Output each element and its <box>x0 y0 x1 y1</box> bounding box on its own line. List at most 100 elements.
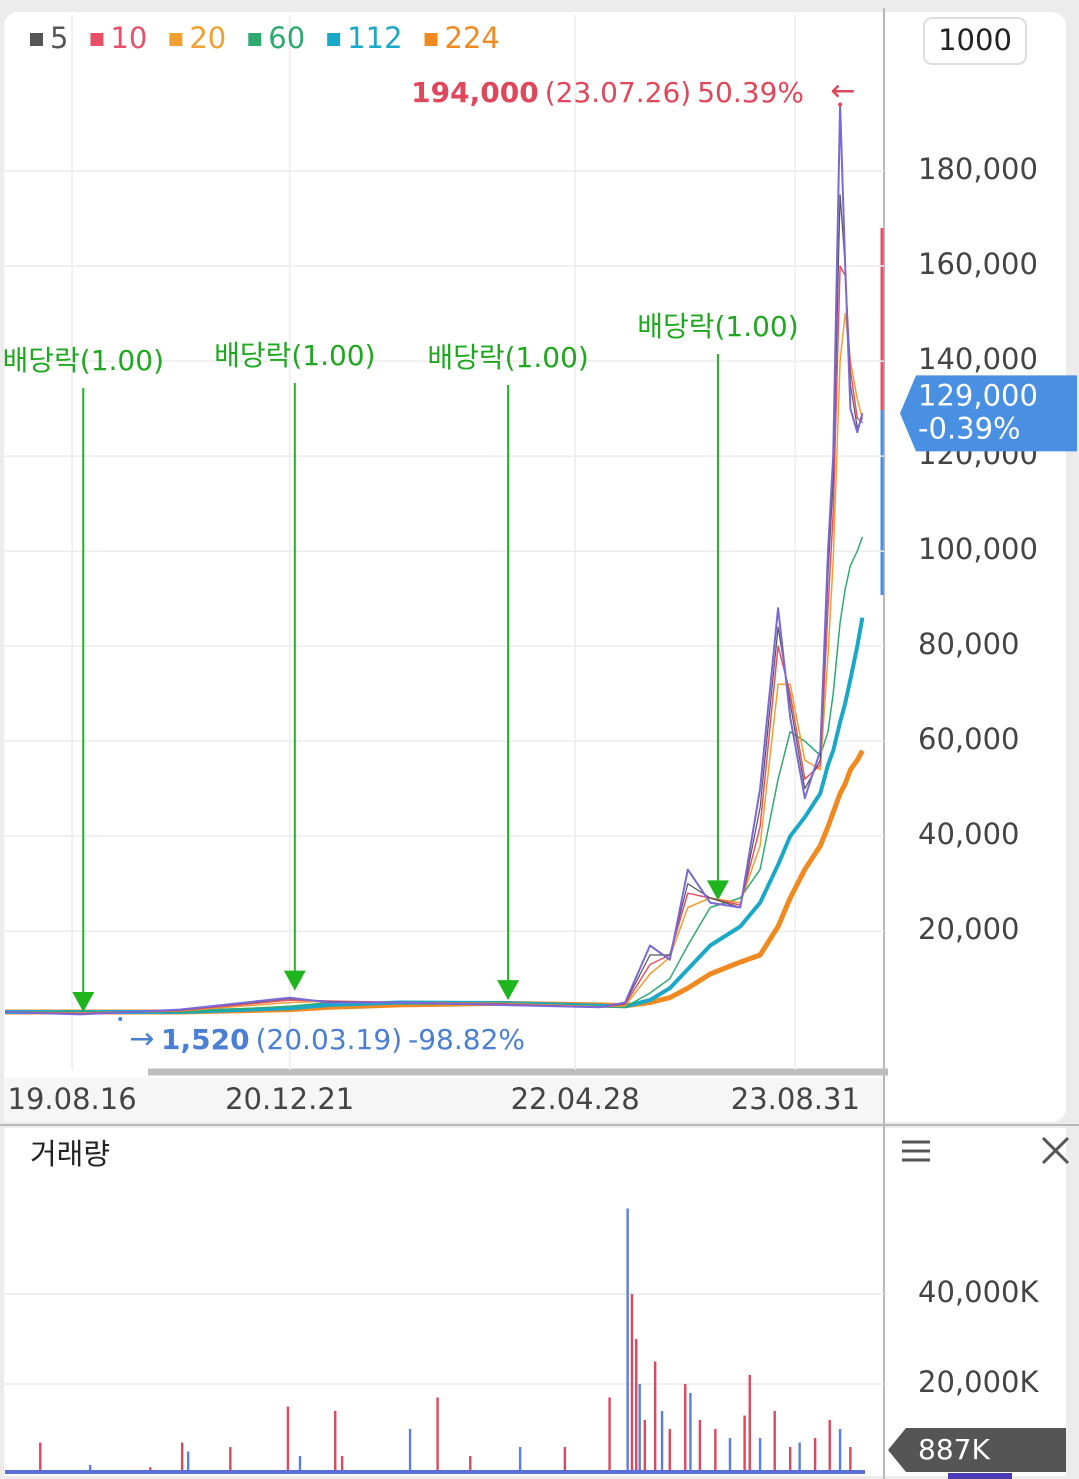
max-date: (23.07.26) <box>545 76 692 109</box>
x-tick-label: 23.08.31 <box>731 1082 860 1116</box>
current-change: -0.39% <box>918 411 1021 445</box>
volume-bar <box>798 1442 801 1474</box>
volume-bar <box>408 1429 412 1474</box>
y-tick-label: 40,000K <box>918 1275 1039 1309</box>
ma-line <box>5 749 865 1015</box>
volume-close[interactable] <box>1041 1136 1070 1165</box>
legend-label: 60 <box>268 21 305 55</box>
volume-bar <box>698 1420 702 1474</box>
annotation-head <box>72 991 95 1012</box>
legend-label: 112 <box>347 21 402 55</box>
max-value-label: 194,000 <box>411 76 539 109</box>
legend-swatch <box>90 33 104 46</box>
y-tick-label: 20,000 <box>918 912 1019 946</box>
current-volume: 887K <box>918 1433 990 1466</box>
volume-bar <box>714 1429 717 1474</box>
volume-bar <box>229 1447 232 1474</box>
y-tick-label: 160,000 <box>918 247 1038 281</box>
min-change: -98.82% <box>408 1023 525 1056</box>
volume-bar <box>626 1208 629 1474</box>
legend-swatch <box>327 33 341 46</box>
volume-bar <box>743 1415 746 1474</box>
price-chart: 20,00040,00060,00080,000100,000120,00014… <box>0 15 1077 1116</box>
volume-bar <box>748 1375 751 1474</box>
volume-bar <box>689 1393 692 1474</box>
volume-bar <box>638 1384 641 1474</box>
price-line <box>4 103 864 1016</box>
ma-line <box>5 617 865 1014</box>
volume-bar <box>286 1406 290 1474</box>
volume-bar <box>728 1438 732 1474</box>
volume-bar <box>186 1451 190 1474</box>
volume-bar <box>630 1294 634 1474</box>
annotation-label: 배당락(1.00) <box>637 310 798 343</box>
volume-bar <box>436 1397 439 1474</box>
volume-bar <box>773 1411 776 1474</box>
y-tick-label: 60,000 <box>918 722 1019 756</box>
volume-bar <box>298 1456 302 1474</box>
max-change: 50.39% <box>697 76 804 109</box>
x-tick-label: 22.04.28 <box>511 1082 640 1116</box>
legend-swatch <box>424 33 438 46</box>
volume-bar <box>849 1447 852 1474</box>
min-value-label: 1,520 <box>161 1023 250 1056</box>
volume-bar <box>660 1411 664 1474</box>
y-tick-label: 140,000 <box>918 342 1038 376</box>
annotation-label: 배당락(1.00) <box>427 341 588 374</box>
volume-bar <box>340 1456 344 1474</box>
annotation-label: 배당락(1.00) <box>3 344 164 377</box>
annotation-head <box>706 880 729 901</box>
max-label: 194,000 (23.07.26) 50.39% <box>411 76 804 109</box>
x-axis-band <box>4 1078 884 1122</box>
volume-bar <box>758 1438 762 1474</box>
legend-swatch <box>169 33 183 46</box>
legend-label: 5 <box>50 21 68 55</box>
volume-panel <box>4 1128 1066 1476</box>
current-price: 129,000 <box>918 378 1038 412</box>
y-tick-label: 100,000 <box>918 532 1038 566</box>
volume-bar <box>813 1438 817 1474</box>
legend-swatch <box>248 33 262 46</box>
min-label: 1,520 (20.03.19) -98.82% <box>161 1023 525 1056</box>
current-volume-tag <box>888 1428 1066 1472</box>
annotation-label: 배당락(1.00) <box>214 339 375 372</box>
legend-label: 10 <box>110 21 147 55</box>
legend-label: 20 <box>189 21 226 55</box>
price-panel <box>4 12 1066 1122</box>
y-tick-label: 40,000 <box>918 817 1019 851</box>
y-tick-label: 80,000 <box>918 627 1019 661</box>
y-tick-label: 20,000K <box>918 1365 1039 1399</box>
volume-bar <box>88 1465 92 1474</box>
min-date: (20.03.19) <box>256 1023 403 1056</box>
interval-label[interactable]: 1000 <box>938 23 1012 57</box>
min-arrow: → <box>129 1022 154 1057</box>
volume-bar <box>684 1384 687 1474</box>
interval-button[interactable] <box>923 17 1027 65</box>
volume-bar <box>788 1447 792 1474</box>
volume-bar <box>39 1442 42 1474</box>
volume-bar <box>469 1456 472 1474</box>
x-tick-label: 20.12.21 <box>225 1082 354 1116</box>
volume-bar <box>643 1420 647 1474</box>
volume-bar <box>653 1361 657 1474</box>
legend-swatch <box>30 33 43 46</box>
max-point <box>838 102 843 107</box>
y-tick-label: 180,000 <box>918 152 1038 186</box>
volume-bar <box>180 1442 184 1474</box>
min-point <box>118 1017 123 1022</box>
max-arrow: ← <box>830 74 855 109</box>
volume-bar <box>334 1411 337 1474</box>
volume-bar <box>838 1429 842 1474</box>
volume-bar <box>635 1339 638 1474</box>
volume-bar <box>668 1429 671 1474</box>
volume-chart: 거래량 20,000K 40,000K 887K <box>0 1137 1066 1474</box>
legend-label: 224 <box>445 21 500 55</box>
volume-bar <box>563 1447 567 1474</box>
annotation-head <box>497 980 520 1001</box>
volume-title: 거래량 <box>30 1137 110 1171</box>
volume-bar <box>608 1397 611 1474</box>
volume-menu[interactable] <box>902 1140 930 1162</box>
volume-bar <box>518 1447 522 1474</box>
